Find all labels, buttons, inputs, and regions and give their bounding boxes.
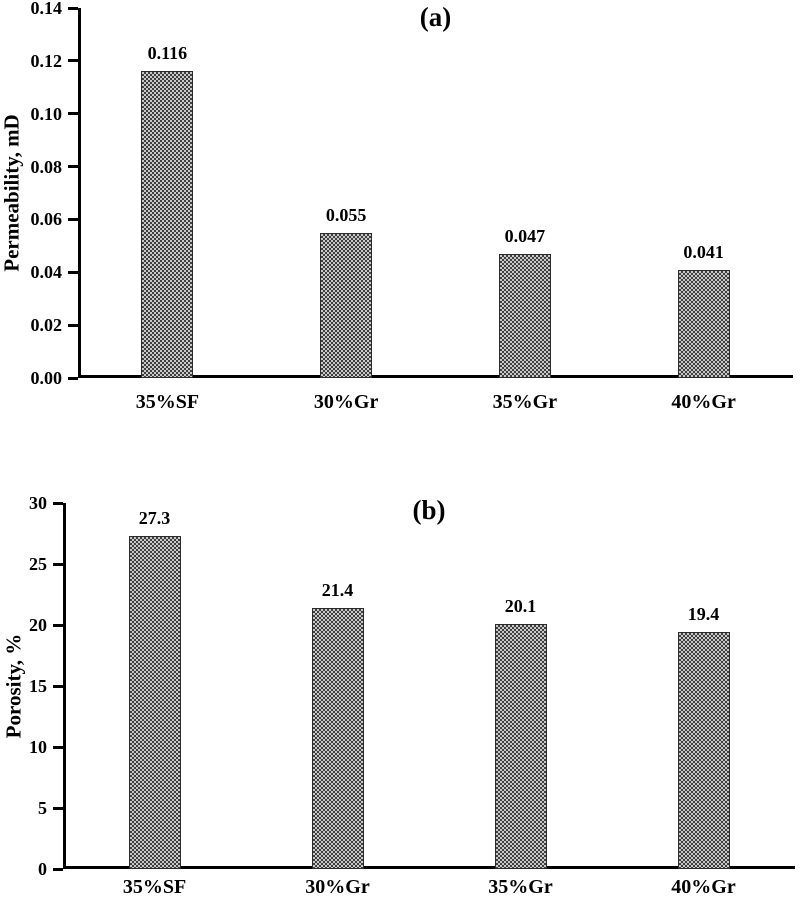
y-tick (53, 806, 63, 810)
y-tick (68, 165, 78, 169)
bar-value-label: 0.116 (147, 43, 188, 64)
y-tick (53, 867, 63, 871)
y-tick-label: 0.06 (30, 209, 63, 230)
bar-30%Gr (311, 607, 364, 869)
x-category-label: 35%Gr (488, 876, 553, 898)
plot-area-b (53, 501, 795, 871)
y-tick (53, 684, 63, 688)
y-axis-title-permeability: Permeability, mD (0, 114, 24, 272)
bar-40%Gr (677, 632, 730, 869)
y-tick-label: 15 (29, 676, 47, 696)
x-category-label: 35%Gr (492, 391, 558, 413)
y-tick (68, 323, 78, 327)
y-tick (53, 745, 63, 749)
y-tick-label: 0.10 (30, 103, 63, 124)
x-category-label: 35%SF (135, 391, 200, 413)
y-tick-label: 0 (38, 859, 47, 879)
y-tick-label: 0.12 (30, 50, 63, 71)
y-tick (68, 376, 78, 380)
bar-35%Gr (498, 253, 551, 378)
bar-value-label: 20.1 (504, 595, 537, 616)
bar-35%Gr (494, 623, 547, 869)
bar-30%Gr (320, 232, 373, 378)
y-tick (68, 59, 78, 63)
y-tick-label: 0.04 (30, 262, 63, 283)
y-axis-line (78, 8, 81, 378)
y-tick (53, 623, 63, 627)
bar-value-label: 0.055 (325, 204, 367, 225)
chart-porosity: (b) Porosity, % 0 5 10 15 20 25 30 27.3 35%SF 21.… (0, 460, 800, 899)
y-tick (53, 501, 63, 505)
y-tick (68, 6, 78, 10)
y-tick (68, 270, 78, 274)
y-tick (53, 562, 63, 566)
bar-35%SF (128, 535, 181, 869)
bar-40%Gr (677, 269, 730, 378)
y-axis-line (63, 503, 66, 869)
x-category-label: 30%Gr (313, 391, 379, 413)
panel-b-label: (b) (412, 495, 446, 525)
panel-a-label: (a) (419, 2, 452, 32)
bar-value-label: 19.4 (687, 604, 720, 625)
bar-value-label: 0.047 (504, 225, 546, 246)
y-tick-label: 20 (29, 615, 47, 635)
x-category-label: 40%Gr (671, 391, 736, 413)
bar-value-label: 21.4 (321, 579, 354, 600)
x-axis-line (63, 866, 795, 869)
plot-area-a (68, 6, 793, 380)
bar-35%SF (141, 71, 194, 378)
y-tick-label: 0.00 (30, 368, 63, 388)
y-tick-label: 10 (29, 737, 47, 757)
y-tick-label: 5 (38, 798, 47, 818)
bar-value-label: 0.041 (683, 241, 724, 262)
y-tick-label: 30 (29, 493, 47, 513)
x-category-label: 30%Gr (305, 876, 370, 898)
chart-permeability: (a) Permeability, mD 0.00 0.02 0.04 0.06 0.0… (0, 0, 793, 413)
y-tick-label: 0.08 (30, 156, 63, 177)
x-category-label: 35%SF (122, 876, 187, 898)
y-tick-label: 0.14 (30, 0, 63, 18)
x-axis-line (78, 375, 793, 378)
y-tick (68, 217, 78, 221)
y-tick (68, 112, 78, 116)
y-tick-label: 25 (29, 554, 47, 574)
bar-value-label: 27.3 (138, 507, 171, 528)
x-category-label: 40%Gr (671, 876, 736, 898)
y-tick-label: 0.02 (30, 315, 63, 336)
